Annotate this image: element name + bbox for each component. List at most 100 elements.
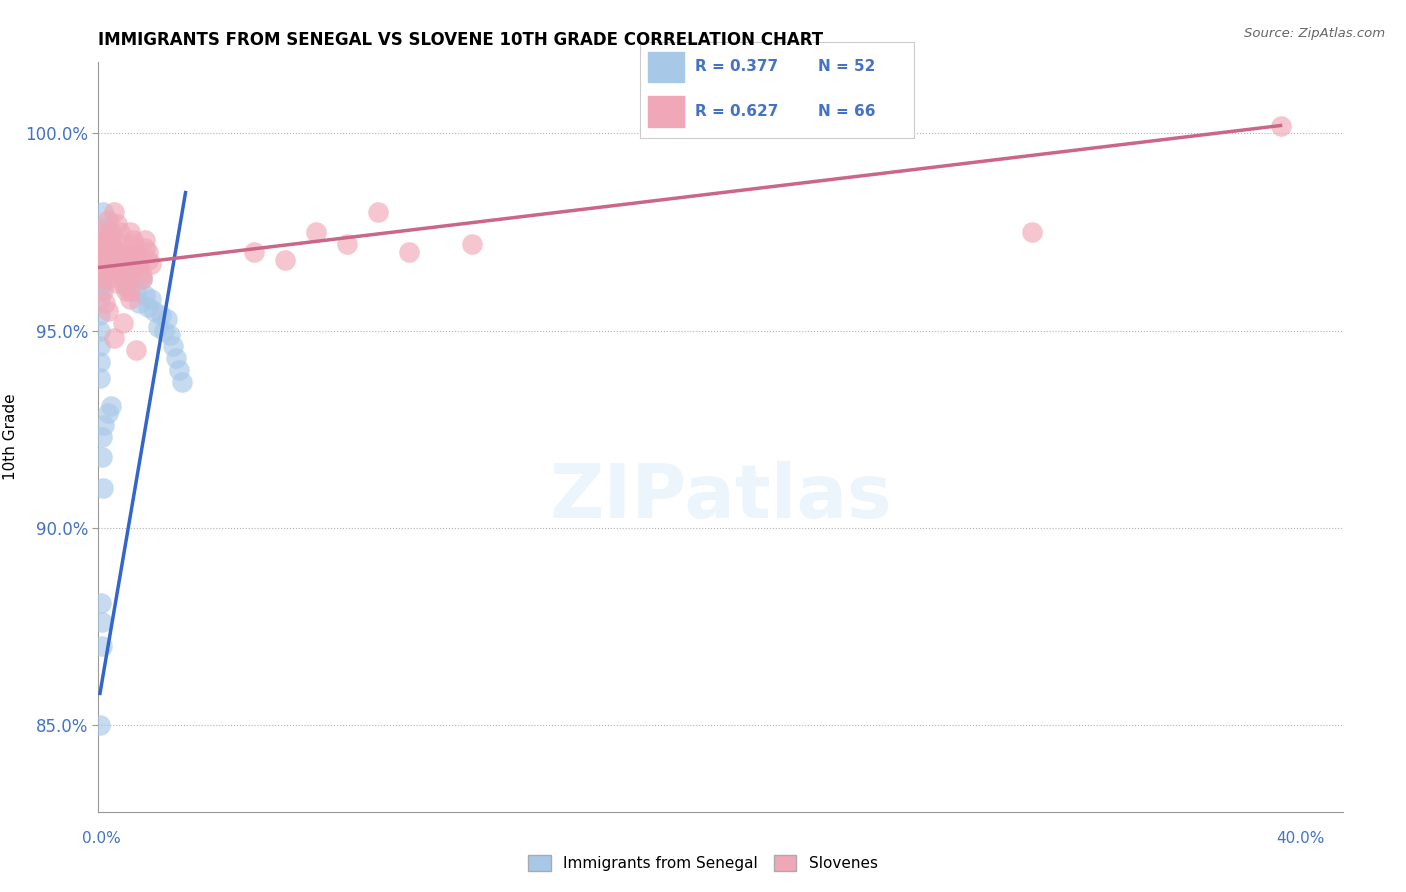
Point	[336, 236, 359, 251]
Text: 0.0%: 0.0%	[82, 831, 121, 846]
Point	[162, 339, 184, 353]
Point	[108, 244, 131, 259]
Point	[90, 639, 112, 653]
Point	[136, 252, 159, 267]
Text: Source: ZipAtlas.com: Source: ZipAtlas.com	[1244, 27, 1385, 40]
Point	[90, 256, 112, 270]
Point	[121, 252, 143, 267]
Point	[93, 418, 115, 433]
Point	[108, 252, 131, 267]
Point	[118, 225, 141, 239]
Point	[97, 225, 120, 239]
Text: IMMIGRANTS FROM SENEGAL VS SLOVENE 10TH GRADE CORRELATION CHART: IMMIGRANTS FROM SENEGAL VS SLOVENE 10TH …	[98, 31, 824, 49]
Point	[112, 277, 135, 291]
Point	[96, 236, 118, 251]
Point	[118, 252, 141, 267]
Point	[103, 244, 125, 259]
Point	[89, 252, 111, 267]
Point	[108, 225, 131, 239]
Point	[159, 327, 181, 342]
Point	[105, 256, 128, 270]
Point	[134, 233, 156, 247]
Point	[112, 316, 135, 330]
Point	[103, 241, 125, 255]
Point	[112, 268, 135, 283]
Point	[90, 430, 112, 444]
Point	[91, 260, 114, 275]
Point	[91, 284, 114, 298]
Point	[103, 331, 125, 345]
Point	[143, 304, 166, 318]
Point	[91, 481, 114, 495]
Point	[118, 292, 141, 306]
Point	[90, 450, 112, 464]
Point	[97, 213, 120, 227]
Point	[118, 264, 141, 278]
Point	[90, 284, 112, 298]
Point	[172, 375, 194, 389]
Point	[93, 296, 115, 310]
Point	[128, 296, 150, 310]
Point	[89, 292, 111, 306]
Point	[90, 252, 112, 267]
Point	[89, 371, 111, 385]
Point	[89, 339, 111, 353]
Point	[100, 399, 122, 413]
Point	[97, 272, 120, 286]
Point	[141, 256, 163, 270]
Point	[136, 244, 159, 259]
Point	[169, 363, 191, 377]
Point	[90, 615, 112, 630]
Point	[141, 292, 163, 306]
Text: ZIPatlas: ZIPatlas	[550, 460, 891, 533]
Text: N = 66: N = 66	[818, 103, 876, 119]
Point	[89, 308, 111, 322]
Point	[100, 236, 122, 251]
Point	[90, 225, 112, 239]
Point	[121, 233, 143, 247]
Point	[118, 284, 141, 298]
Point	[98, 236, 121, 251]
Text: R = 0.627: R = 0.627	[695, 103, 778, 119]
Point	[125, 249, 148, 263]
Legend: Immigrants from Senegal, Slovenes: Immigrants from Senegal, Slovenes	[522, 849, 884, 877]
Point	[112, 236, 135, 251]
Point	[243, 244, 266, 259]
Point	[93, 233, 115, 247]
Point	[89, 268, 111, 283]
Text: 40.0%: 40.0%	[1277, 831, 1324, 846]
Point	[136, 300, 159, 314]
Point	[165, 351, 187, 366]
Point	[134, 241, 156, 255]
Point	[89, 355, 111, 369]
Point	[103, 205, 125, 219]
Point	[305, 225, 328, 239]
Point	[108, 264, 131, 278]
Point	[460, 236, 484, 251]
Point	[91, 249, 114, 263]
Point	[398, 244, 420, 259]
Point	[274, 252, 297, 267]
Point	[100, 229, 122, 244]
Point	[125, 244, 148, 259]
Point	[105, 256, 128, 270]
Point	[91, 277, 114, 291]
Point	[90, 241, 112, 255]
Point	[115, 249, 138, 263]
Point	[156, 311, 179, 326]
Point	[125, 284, 148, 298]
Point	[128, 256, 150, 270]
Point	[105, 217, 128, 231]
Point	[90, 596, 112, 610]
Point	[125, 343, 148, 358]
Point	[115, 272, 138, 286]
Point	[121, 236, 143, 251]
Point	[91, 244, 114, 259]
Point	[1270, 119, 1292, 133]
Point	[97, 304, 120, 318]
Point	[149, 308, 172, 322]
Point	[131, 272, 153, 286]
Point	[131, 268, 153, 283]
Text: R = 0.377: R = 0.377	[695, 60, 778, 74]
Point	[89, 718, 111, 732]
